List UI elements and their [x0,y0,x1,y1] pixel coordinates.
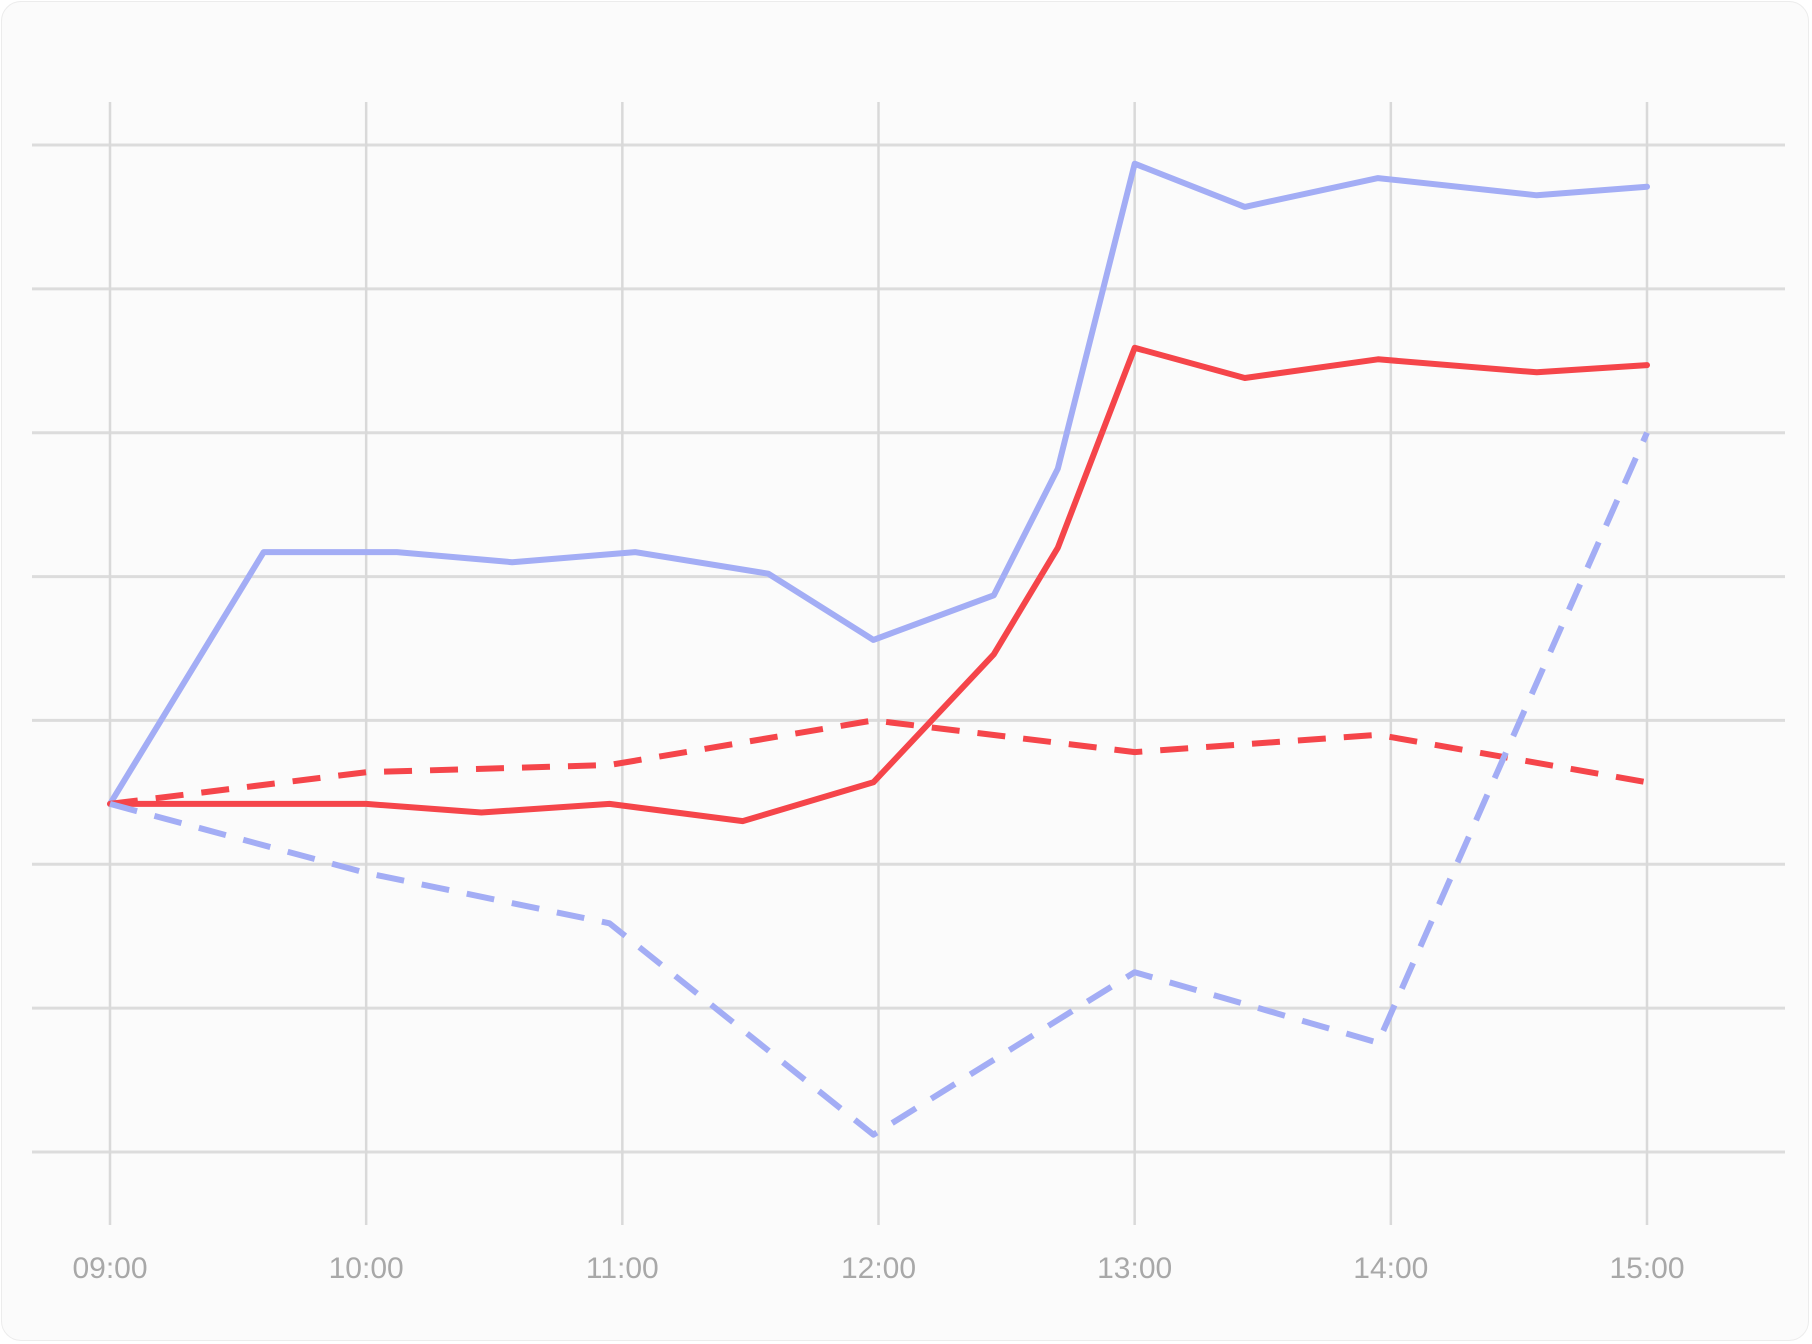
x-tick-label: 09:00 [72,1252,147,1285]
series-line-4 [109,431,1650,1138]
series-line-1 [107,160,1650,807]
x-tick-labels: 09:00 10:00 11:00 12:00 13:00 14:00 15:00 [72,1252,1684,1285]
x-tick-label: 10:00 [329,1252,404,1285]
x-tick-label: 12:00 [841,1252,916,1285]
x-tick-label: 15:00 [1609,1252,1684,1285]
series-lines [107,160,1650,1138]
x-tick-label: 14:00 [1353,1252,1428,1285]
horizontal-gridlines [32,143,1785,1154]
series-line-2 [107,344,1650,825]
vertical-gridlines [108,102,1649,1225]
x-tick-label: 13:00 [1097,1252,1172,1285]
x-tick-label: 11:00 [586,1252,659,1285]
